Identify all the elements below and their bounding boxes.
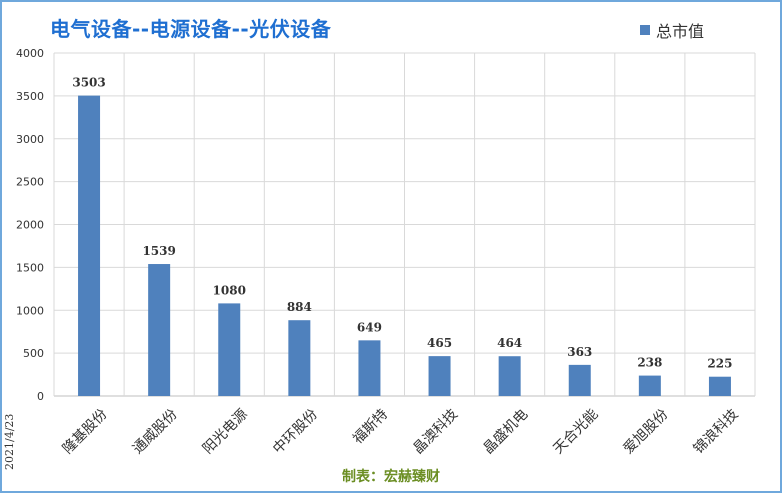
category-label: 隆基股份 (59, 406, 111, 458)
category-label: 通威股份 (130, 406, 181, 457)
data-label: 3503 (72, 76, 105, 90)
y-tick-label: 4000 (16, 47, 44, 60)
bar (428, 356, 451, 396)
data-label: 1539 (142, 244, 175, 258)
data-label: 238 (637, 356, 662, 370)
data-label: 465 (427, 336, 452, 350)
bar (288, 320, 311, 396)
legend-swatch (640, 25, 650, 35)
bar (358, 340, 381, 396)
category-label: 锦浪科技 (690, 406, 742, 458)
category-label: 天合光能 (550, 406, 601, 457)
y-tick-label: 1500 (16, 261, 44, 274)
data-label: 884 (287, 300, 312, 314)
legend: 总市值 (640, 18, 704, 42)
legend-label: 总市值 (656, 22, 705, 41)
category-label: 晶澳科技 (410, 406, 461, 457)
data-label: 1080 (213, 283, 246, 297)
y-tick-label: 2000 (16, 219, 44, 232)
bar (638, 375, 661, 396)
data-label: 225 (707, 357, 732, 371)
bar (78, 95, 101, 397)
category-label: 阳光电源 (200, 406, 251, 457)
category-label: 爱旭股份 (621, 406, 672, 457)
bar (568, 364, 591, 396)
bar (498, 356, 521, 396)
y-tick-label: 3000 (16, 133, 44, 146)
data-label: 464 (497, 336, 522, 350)
footer-credit: 制表：宏赫臻财 (342, 469, 440, 485)
y-tick-label: 3500 (16, 90, 44, 103)
bar (148, 264, 171, 396)
category-label: 福斯特 (350, 406, 391, 447)
bar (218, 303, 241, 396)
date-label: 2021/4/23 (3, 413, 16, 470)
y-tick-label: 500 (23, 347, 44, 360)
category-label: 中环股份 (270, 406, 321, 457)
y-tick-label: 2500 (16, 176, 44, 189)
chart-title: 电气设备--电源设备--光伏设备 (50, 17, 332, 41)
category-label: 晶盛机电 (480, 406, 531, 457)
y-tick-label: 0 (37, 390, 44, 403)
bar (708, 376, 731, 396)
data-label: 363 (567, 345, 592, 359)
y-tick-label: 1000 (16, 304, 44, 317)
data-label: 649 (357, 320, 382, 334)
